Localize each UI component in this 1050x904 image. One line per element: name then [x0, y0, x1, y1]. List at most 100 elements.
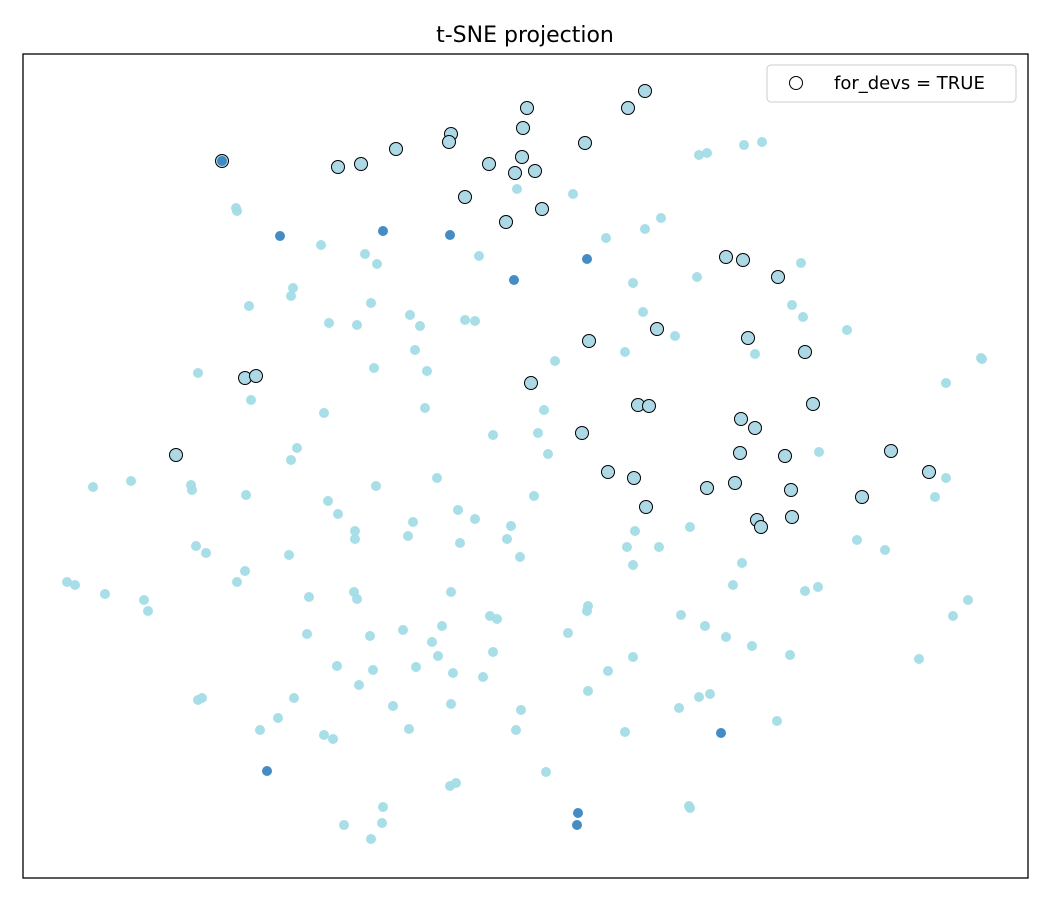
data-point [408, 517, 418, 527]
highlight-point [639, 500, 653, 514]
data-point [350, 534, 360, 544]
data-point [716, 728, 726, 738]
highlight-point [922, 465, 936, 479]
data-point [319, 408, 329, 418]
highlight-point [642, 399, 656, 413]
data-point [509, 275, 519, 285]
data-point [193, 368, 203, 378]
data-point [411, 662, 421, 672]
data-point [582, 254, 592, 264]
data-point [694, 150, 704, 160]
highlight-point [778, 449, 792, 463]
highlight-point [354, 157, 368, 171]
data-point [273, 713, 283, 723]
data-point [628, 560, 638, 570]
data-point [930, 492, 940, 502]
data-point [478, 672, 488, 682]
data-point [705, 689, 715, 699]
highlight-point [458, 190, 472, 204]
data-point [700, 621, 710, 631]
data-point [286, 455, 296, 465]
highlight-point [516, 121, 530, 135]
data-point [201, 548, 211, 558]
data-point [568, 189, 578, 199]
data-point [515, 552, 525, 562]
data-point [963, 595, 973, 605]
data-point [366, 298, 376, 308]
data-point [601, 233, 611, 243]
highlight-point [855, 490, 869, 504]
data-point [685, 803, 695, 813]
data-point [88, 482, 98, 492]
highlight-point [508, 166, 522, 180]
data-point [126, 476, 136, 486]
data-point [244, 301, 254, 311]
highlight-point [601, 465, 615, 479]
highlight-point [528, 164, 542, 178]
data-point [488, 647, 498, 657]
data-point [796, 258, 806, 268]
data-point [455, 538, 465, 548]
data-point [620, 347, 630, 357]
highlight-point [578, 136, 592, 150]
data-point [420, 403, 430, 413]
data-point [583, 686, 593, 696]
highlight-point [785, 510, 799, 524]
data-point [529, 491, 539, 501]
data-point [474, 251, 484, 261]
data-point [445, 781, 455, 791]
highlight-point [700, 481, 714, 495]
legend-marker [789, 76, 803, 90]
data-point [550, 356, 560, 366]
data-point [948, 611, 958, 621]
data-point [737, 558, 747, 568]
data-point [410, 345, 420, 355]
highlight-point [771, 270, 785, 284]
data-point [800, 586, 810, 596]
data-point [674, 703, 684, 713]
data-point [62, 577, 72, 587]
data-point [371, 481, 381, 491]
data-point [541, 767, 551, 777]
data-point [880, 545, 890, 555]
highlight-point [733, 446, 747, 460]
data-point [757, 137, 767, 147]
data-point [378, 226, 388, 236]
data-point [286, 291, 296, 301]
highlight-point [741, 331, 755, 345]
legend-label: for_devs = TRUE [834, 73, 985, 94]
data-point [415, 321, 425, 331]
data-point [446, 699, 456, 709]
data-point [332, 661, 342, 671]
data-point [563, 628, 573, 638]
data-point [232, 577, 242, 587]
data-point [512, 184, 522, 194]
highlight-point [728, 476, 742, 490]
data-point [640, 224, 650, 234]
highlight-point [520, 101, 534, 115]
data-point [422, 366, 432, 376]
data-point [573, 808, 583, 818]
data-point [543, 449, 553, 459]
data-point [143, 606, 153, 616]
data-point [488, 430, 498, 440]
data-point [246, 395, 256, 405]
data-point [217, 156, 227, 166]
data-point [638, 307, 648, 317]
data-point [324, 318, 334, 328]
data-point [354, 680, 364, 690]
data-point [288, 283, 298, 293]
data-point [685, 522, 695, 532]
highlight-point [575, 426, 589, 440]
data-point [350, 526, 360, 536]
data-point [255, 725, 265, 735]
data-point [511, 725, 521, 735]
highlight-point [798, 345, 812, 359]
data-point [842, 325, 852, 335]
data-point [319, 730, 329, 740]
highlight-point [734, 412, 748, 426]
highlight-point [331, 160, 345, 174]
data-point [333, 509, 343, 519]
highlight-point [582, 334, 596, 348]
data-point [622, 542, 632, 552]
